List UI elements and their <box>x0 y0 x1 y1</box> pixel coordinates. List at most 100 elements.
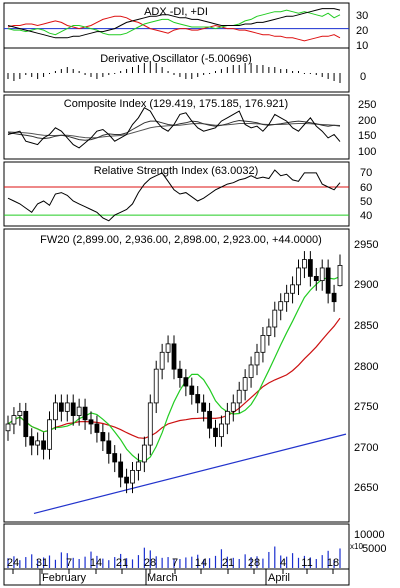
candle-body <box>248 364 254 379</box>
marks-layer <box>5 61 343 568</box>
dosc-bar <box>49 73 50 74</box>
candle-body <box>171 343 177 370</box>
candle-body <box>266 326 272 336</box>
candle-body <box>82 406 88 421</box>
price-y-tick: 2850 <box>354 320 378 332</box>
dosc-bar <box>244 63 246 73</box>
volume-bar <box>7 558 9 568</box>
candle-body <box>47 419 52 450</box>
dosc-bar <box>72 69 74 73</box>
dosc-bar <box>31 73 33 77</box>
volume-y-tick: 10000 <box>354 529 385 541</box>
x-day-tick: 4 <box>280 557 286 569</box>
volume-multiplier: x10 <box>350 542 363 551</box>
x-day-tick: 14 <box>90 557 102 569</box>
candle-body <box>230 402 236 412</box>
volume-bar <box>48 555 51 568</box>
composite-y-tick: 250 <box>358 99 376 111</box>
volume-bar <box>167 557 169 568</box>
dosc-bar <box>298 71 299 73</box>
dosc-bar <box>132 67 133 73</box>
dosc-bar <box>54 71 56 73</box>
minus-di-line <box>7 15 341 42</box>
dosc-bar <box>262 65 264 73</box>
volume-bar <box>37 559 39 568</box>
dosc-bar <box>19 73 21 79</box>
dosc-bar <box>309 73 311 74</box>
x-day-tick: 21 <box>116 557 128 569</box>
volume-bar <box>291 553 294 568</box>
volume-bar <box>191 556 193 568</box>
candle-body <box>207 410 212 429</box>
dosc-bar <box>66 67 68 73</box>
rsi-y-tick: 50 <box>360 196 372 208</box>
dosc-bar <box>126 69 128 73</box>
price-panel-title: FW20 (2,899.00, 2,936.00, 2,898.00, 2,92… <box>40 234 322 246</box>
volume-bar <box>274 546 276 568</box>
candle-body <box>136 461 141 471</box>
volume-bar <box>102 558 104 568</box>
candle-body <box>278 301 284 311</box>
x-day-tick: 7 <box>172 557 178 569</box>
x-day-tick: 21 <box>222 557 234 569</box>
composite-y-tick: 150 <box>358 130 376 142</box>
volume-bar <box>108 560 110 568</box>
candle-body <box>41 440 46 450</box>
series-layer <box>7 8 347 514</box>
volume-bar <box>179 559 181 568</box>
dosc-bar <box>167 71 169 73</box>
volume-bar <box>161 557 163 568</box>
candle-body <box>307 259 313 277</box>
volume-bar <box>214 555 217 568</box>
dosc-y-tick: 0 <box>360 71 366 83</box>
candle-body <box>70 402 76 416</box>
x-day-tick: 28 <box>144 557 156 569</box>
ma-long-line <box>7 317 341 439</box>
volume-bar <box>185 557 187 568</box>
volume-bar <box>137 555 140 568</box>
volume-bar <box>262 558 264 568</box>
volume-bar <box>220 549 223 568</box>
volume-bar <box>256 556 258 568</box>
candle-body <box>254 351 260 366</box>
dosc-bar <box>161 67 163 73</box>
candle-body <box>224 410 230 425</box>
candle-body <box>11 415 17 425</box>
volume-bar <box>72 557 74 568</box>
candle-body <box>100 432 106 442</box>
volume-y-tick: 5000 <box>362 543 386 555</box>
composite-line <box>7 107 341 149</box>
candle-body <box>319 267 325 282</box>
volume-bar <box>120 553 122 568</box>
volume-bar <box>25 557 27 568</box>
dosc-bar <box>232 65 234 73</box>
dosc-bar <box>43 73 45 77</box>
dosc-bar <box>286 69 288 73</box>
candle-body <box>201 402 207 412</box>
rsi-line <box>7 169 341 222</box>
candle-body <box>124 476 129 484</box>
dosc-bar <box>220 69 222 73</box>
dosc-bar <box>215 71 216 73</box>
candle-body <box>159 351 165 370</box>
candle-body <box>302 259 307 269</box>
dosc-bar <box>108 73 110 75</box>
composite-y-tick: 200 <box>358 115 376 127</box>
volume-bar <box>315 559 317 568</box>
candle-body <box>5 423 11 432</box>
candle-body <box>23 410 29 438</box>
price-y-tick: 2700 <box>354 442 378 454</box>
dosc-bar <box>185 73 187 79</box>
price-panel-frame <box>3 228 350 523</box>
dosc-bar <box>209 73 211 74</box>
dosc-bar <box>238 65 240 73</box>
volume-bar <box>208 558 211 568</box>
candle-body <box>64 402 70 412</box>
price-y-tick: 2650 <box>354 482 378 494</box>
candle-body <box>296 267 301 286</box>
candle-body <box>195 394 201 404</box>
candle-body <box>130 469 135 484</box>
candle-body <box>153 368 159 404</box>
dosc-bar <box>90 73 92 77</box>
x-day-tick: 28 <box>248 557 260 569</box>
